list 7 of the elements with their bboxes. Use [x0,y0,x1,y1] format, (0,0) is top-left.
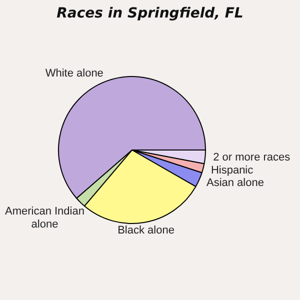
chart-title: Races in Springfield, FL [56,6,244,22]
slice-label: Black alone [118,224,174,236]
slice-label: American Indian alone [4,206,84,231]
slice-label: 2 or more races [213,152,291,164]
slice-label: White alone [45,68,104,80]
slice-label: Asian alone [206,177,264,190]
slice-label: Hispanic [210,164,254,176]
